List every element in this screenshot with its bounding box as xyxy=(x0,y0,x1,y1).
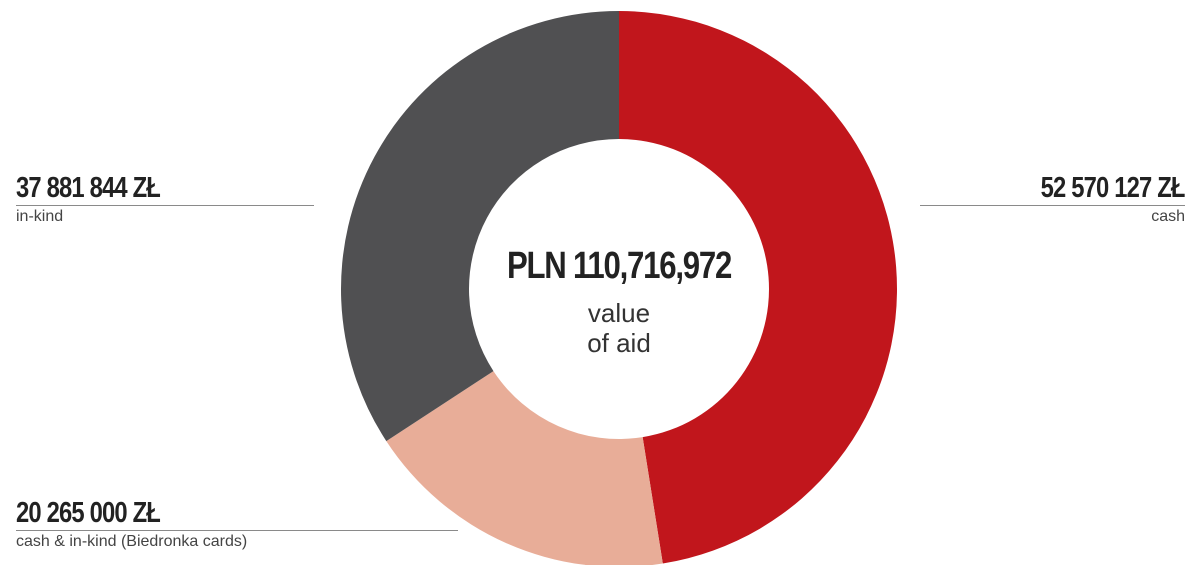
callout-in-kind-rule xyxy=(16,205,314,206)
slice-in-kind xyxy=(341,11,619,442)
callout-biedronka-cards: 20 265 000 ZŁ cash & in-kind (Biedronka … xyxy=(16,497,458,551)
total-label-line2: of aid xyxy=(587,328,651,358)
total-value: PLN 110,716,972 xyxy=(506,245,732,287)
center-label: PLN 110,716,972 value of aid xyxy=(460,245,778,358)
callout-cash-label: cash xyxy=(1151,208,1185,225)
callout-biedronka-cards-label: cash & in-kind (Biedronka cards) xyxy=(16,533,248,550)
slice-cash xyxy=(619,11,898,564)
callout-cash-rule xyxy=(920,205,1185,206)
callout-in-kind-amount: 37 881 844 ZŁ xyxy=(16,172,161,204)
total-label-line1: value xyxy=(587,298,651,328)
callout-biedronka-cards-rule xyxy=(16,530,458,531)
callout-in-kind: 37 881 844 ZŁ in-kind xyxy=(16,172,314,226)
callout-in-kind-label: in-kind xyxy=(16,208,64,225)
callout-biedronka-cards-amount: 20 265 000 ZŁ xyxy=(16,497,161,529)
slice-biedronka-cards xyxy=(386,371,663,565)
callout-cash-amount: 52 570 127 ZŁ xyxy=(1040,172,1186,204)
callout-cash: 52 570 127 ZŁ cash xyxy=(920,172,1186,226)
